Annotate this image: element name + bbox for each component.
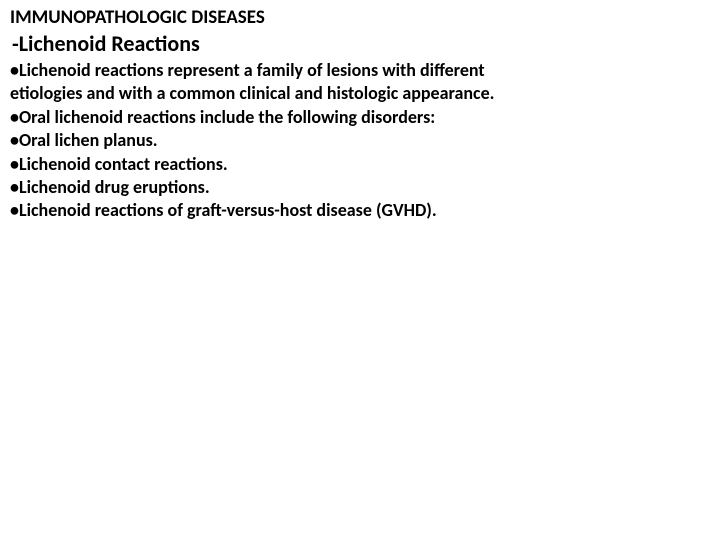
text-line: •Oral lichenoid reactions include the fo… <box>10 106 710 129</box>
text-line: •Oral lichen planus. <box>10 129 710 152</box>
page-heading: IMMUNOPATHOLOGIC DISEASES <box>10 6 710 31</box>
text-line: •Lichenoid reactions of graft-versus-hos… <box>10 199 710 222</box>
text-line: •Lichenoid contact reactions. <box>10 153 710 176</box>
text-line: •Lichenoid reactions represent a family … <box>10 59 710 82</box>
body-content: •Lichenoid reactions represent a family … <box>10 59 710 223</box>
text-line: •Lichenoid drug eruptions. <box>10 176 710 199</box>
text-line: etiologies and with a common clinical an… <box>10 82 710 105</box>
section-heading: -Lichenoid Reactions <box>12 31 710 57</box>
